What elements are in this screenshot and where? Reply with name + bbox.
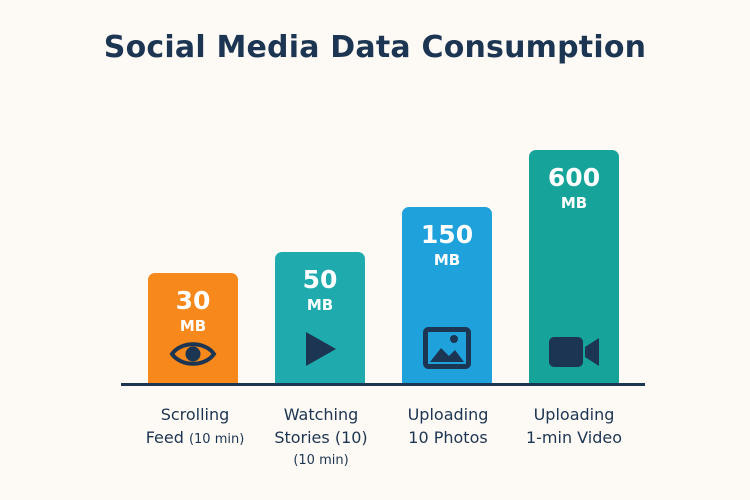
- bar-value-label: 30: [175, 286, 211, 315]
- bar-unit-label: MB: [433, 251, 461, 269]
- bar-2: 50 MB: [275, 252, 365, 383]
- image-icon: [423, 327, 471, 373]
- category-label-line: 1-min Video: [525, 428, 623, 447]
- category-label-line: Watching: [283, 405, 359, 424]
- bar-3: 150 MB: [402, 207, 492, 383]
- category-label-uploading-photos: Uploading 10 Photos: [378, 403, 518, 449]
- chart-title: Social Media Data Consumption: [103, 30, 647, 65]
- video-camera-icon: [548, 335, 600, 373]
- category-label-watching-stories: Watching Stories (10) (10 min): [251, 403, 391, 472]
- category-label-line: Uploading: [407, 405, 489, 424]
- category-label-line: Uploading: [533, 405, 615, 424]
- category-label-line: (10 min): [293, 453, 349, 468]
- bar-unit-label: MB: [179, 317, 207, 335]
- play-icon: [300, 329, 340, 373]
- category-label-line: 10 Photos: [408, 428, 488, 447]
- bar-1: 30 MB: [148, 273, 238, 383]
- category-label-line: Feed (10 min): [145, 428, 245, 447]
- bar-value-label: 600: [547, 163, 601, 192]
- category-label-line: Stories (10): [274, 428, 368, 447]
- bar-4: 600 MB: [529, 150, 619, 383]
- bar-unit-label: MB: [306, 296, 334, 314]
- eye-icon: [169, 339, 217, 373]
- x-axis-baseline: [121, 383, 645, 386]
- bar-unit-label: MB: [560, 194, 588, 212]
- bar-value-label: 150: [420, 220, 474, 249]
- category-label-uploading-video: Uploading 1-min Video: [504, 403, 644, 449]
- category-label-line: Scrolling: [160, 405, 230, 424]
- category-label-scrolling-feed: Scrolling Feed (10 min): [125, 403, 265, 451]
- bar-value-label: 50: [302, 265, 338, 294]
